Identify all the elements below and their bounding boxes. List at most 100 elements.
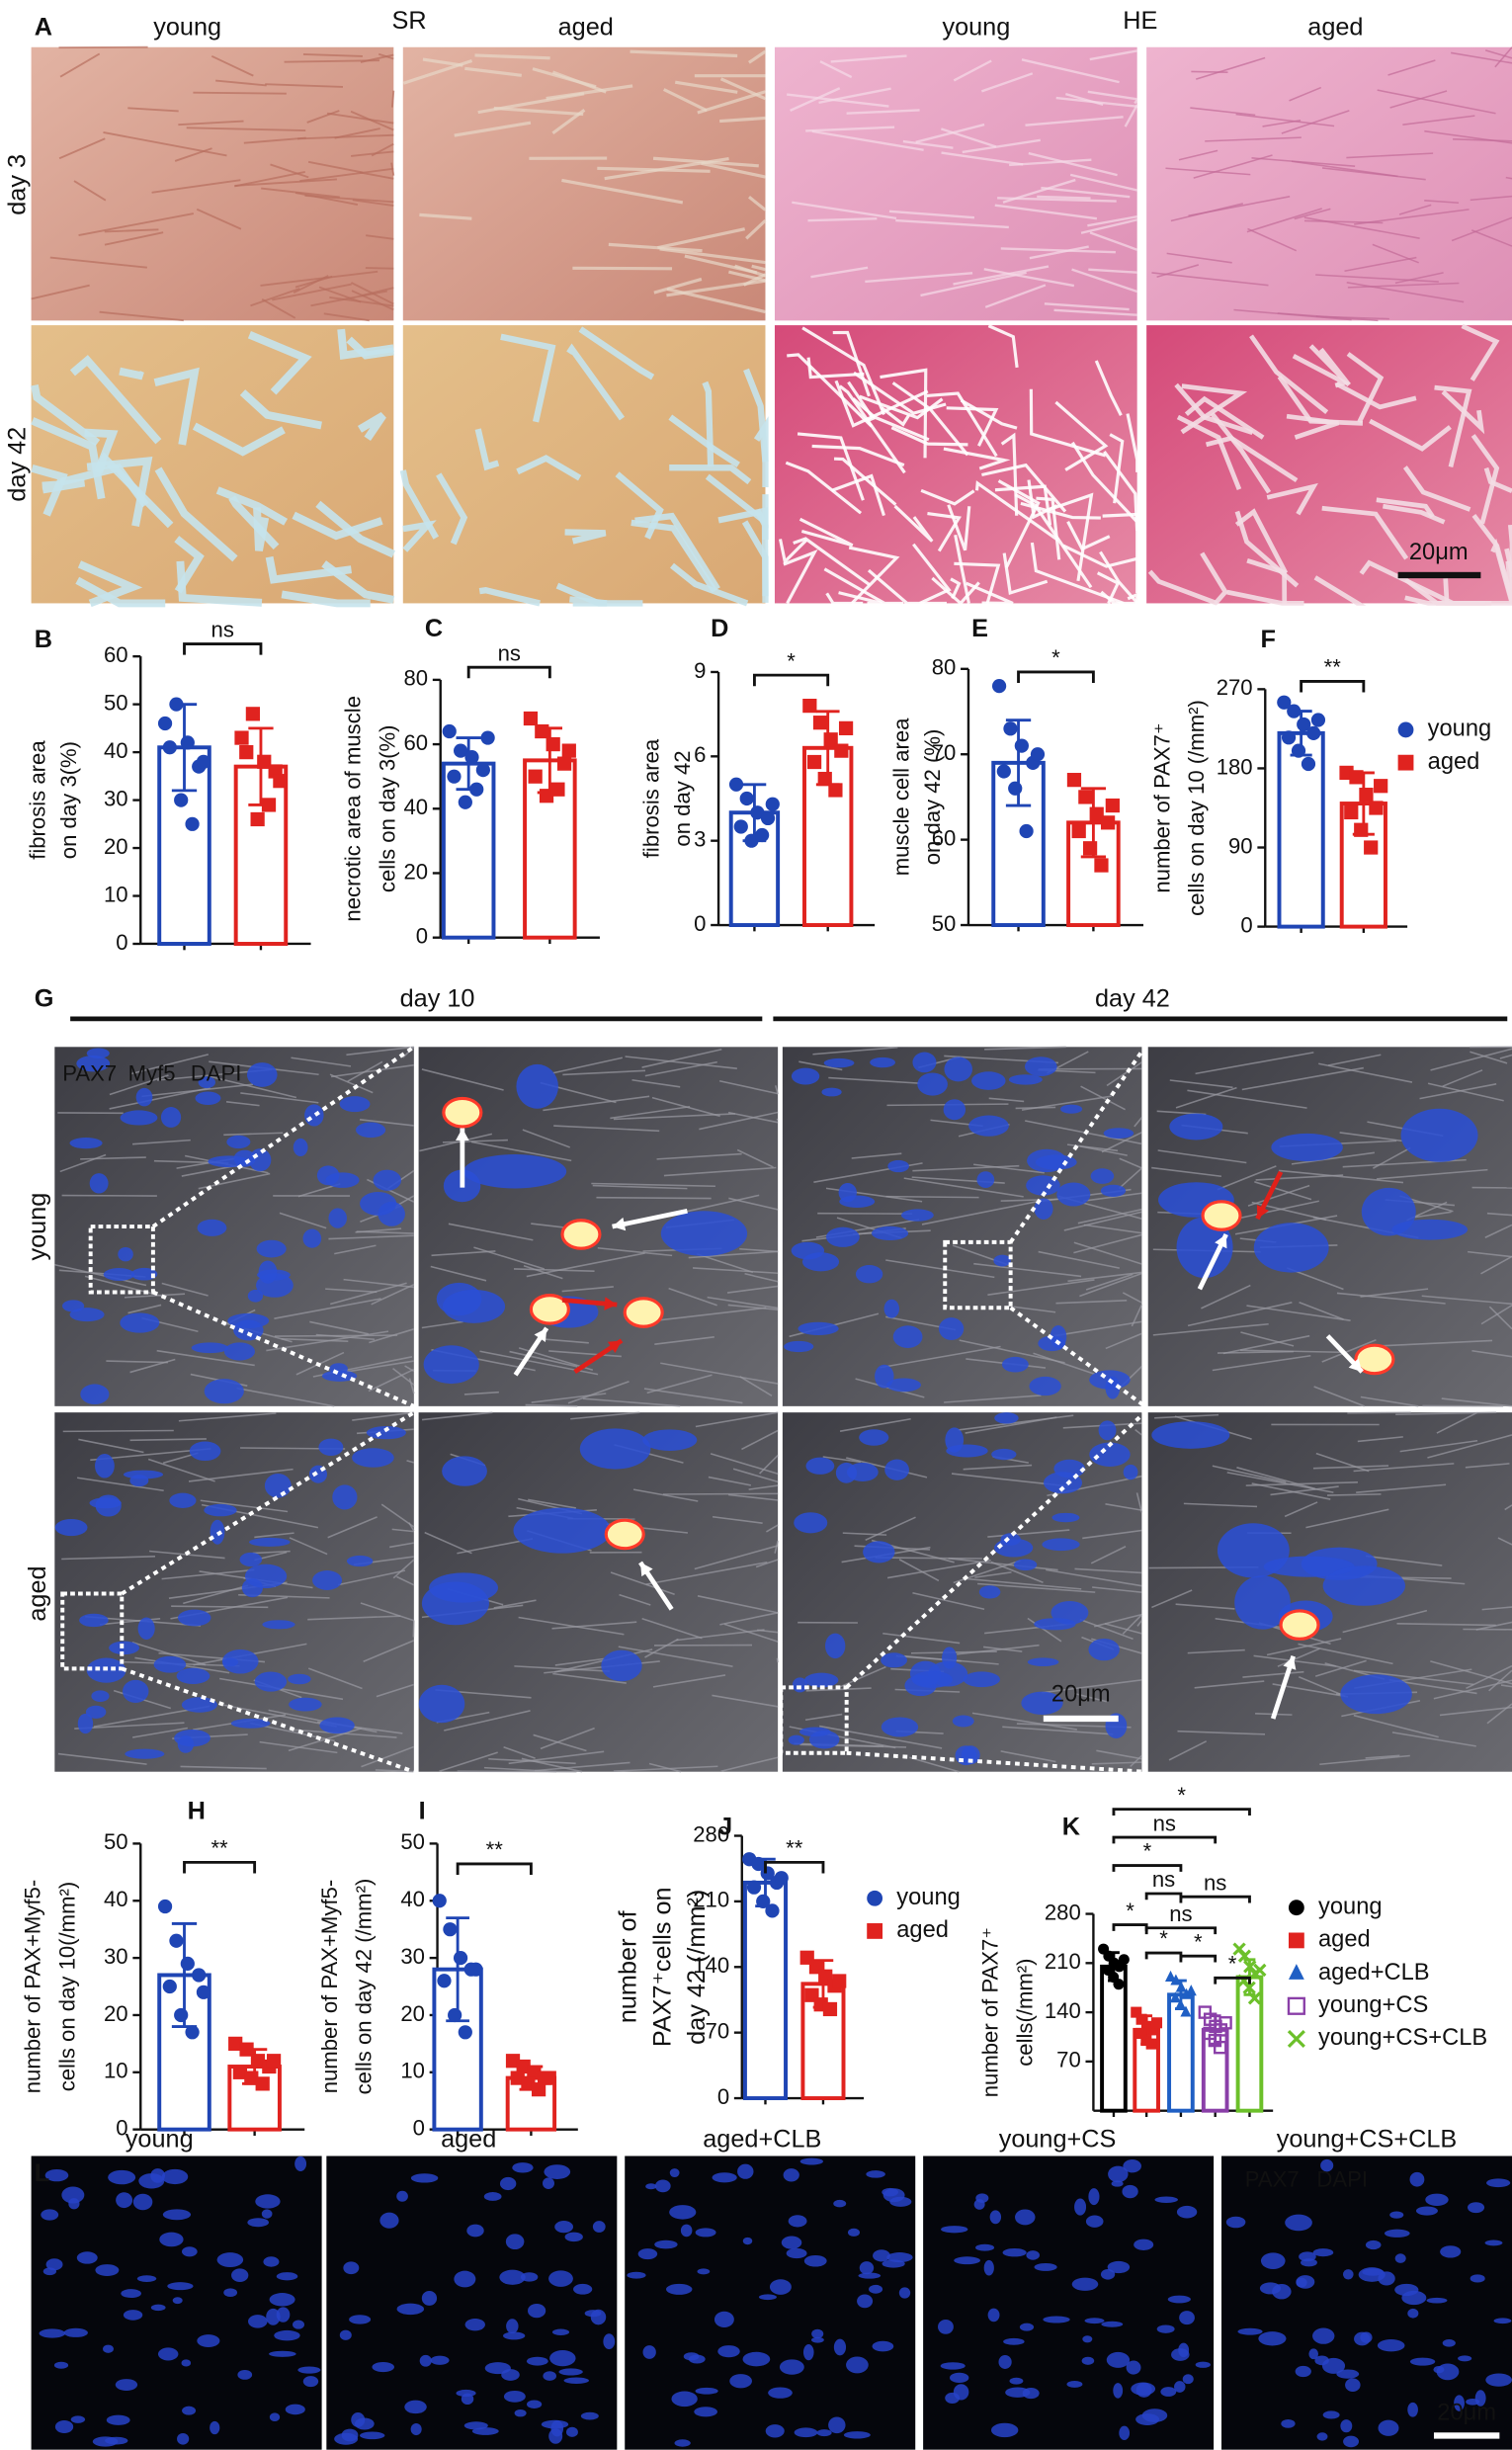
texture [1183, 1502, 1258, 1508]
texture [99, 310, 184, 322]
texture [1365, 1555, 1443, 1566]
nucleus [44, 2168, 69, 2182]
nucleus [1485, 2373, 1512, 2387]
texture [522, 1129, 570, 1148]
point [257, 754, 272, 769]
nucleus [870, 1056, 896, 1068]
texture [1357, 1436, 1403, 1443]
texture [1013, 1306, 1056, 1313]
nucleus [237, 2369, 253, 2380]
nucleus [695, 2228, 716, 2238]
y-tick-label: 70 [706, 2019, 730, 2044]
texture [1504, 548, 1512, 578]
texture [759, 1455, 779, 1475]
texture [80, 1156, 146, 1160]
texture [531, 1223, 567, 1229]
row-label: young [24, 1193, 51, 1261]
y-tick-label: 50 [932, 911, 957, 936]
texture [161, 1568, 255, 1580]
nucleus [1320, 2158, 1334, 2172]
nucleus [248, 2315, 268, 2328]
texture [921, 1200, 1041, 1225]
nucleus [1026, 2250, 1040, 2260]
overlay: A B C D E F G H I J K L SR HE young aged young aged day 3 d… [4, 7, 1508, 2439]
nucleus [1468, 2202, 1485, 2214]
texture [1079, 1618, 1134, 1641]
nucleus [543, 2177, 554, 2189]
nucleus [783, 2168, 799, 2182]
texture [1166, 252, 1232, 264]
point [1242, 1981, 1256, 1994]
texture [1327, 1493, 1382, 1496]
texture [130, 1054, 210, 1075]
nucleus [1027, 1657, 1059, 1667]
texture [1266, 1638, 1342, 1656]
texture [31, 284, 90, 300]
point [1253, 1963, 1267, 1978]
y-tick-label: 3 [694, 827, 706, 852]
y-tick-label: 60 [932, 825, 957, 850]
significance-label: * [1177, 1783, 1186, 1808]
texture [1180, 383, 1248, 435]
texture [1092, 1586, 1142, 1593]
texture [610, 1105, 691, 1120]
y-axis-label: on day 42 [670, 750, 695, 846]
zoom-box [88, 1225, 155, 1295]
texture [1291, 1151, 1375, 1165]
nucleus [1101, 2321, 1124, 2327]
y-tick-label: 0 [413, 2115, 425, 2140]
zoom-box [943, 1239, 1013, 1310]
nucleus [484, 2362, 511, 2375]
texture [1507, 524, 1512, 596]
texture [127, 107, 179, 113]
point [1281, 730, 1297, 745]
texture [798, 1060, 843, 1071]
significance-bracket [1179, 1954, 1218, 1963]
y-axis-label: cells(/mm²) [1012, 1958, 1037, 2066]
point [273, 774, 288, 789]
texture [1266, 482, 1318, 516]
texture [261, 297, 296, 319]
texture [1134, 1428, 1142, 1436]
nucleus [274, 2329, 300, 2341]
texture [1336, 1292, 1446, 1305]
nucleus [642, 2345, 656, 2359]
nucleus [976, 1171, 995, 1188]
point [1105, 798, 1120, 813]
texture [736, 1148, 774, 1168]
nucleus [1002, 2247, 1027, 2257]
nucleus [994, 1412, 1019, 1424]
point [261, 798, 277, 812]
texture [1187, 1302, 1293, 1327]
nucleus [505, 2234, 525, 2250]
point [245, 707, 261, 721]
nucleus [346, 1555, 374, 1567]
nucleus [197, 1219, 227, 1236]
texture [351, 290, 394, 311]
texture [720, 1756, 779, 1773]
y-tick-label: 9 [694, 658, 706, 683]
zoom-box [779, 1685, 849, 1755]
texture [1046, 1568, 1142, 1587]
texture [1347, 282, 1460, 289]
texture [615, 471, 664, 540]
texture [1270, 1485, 1339, 1496]
point [802, 699, 817, 714]
nucleus [548, 2428, 563, 2444]
texture [774, 1540, 779, 1554]
nucleus [993, 1254, 1011, 1267]
texture [686, 1194, 760, 1213]
legend-label: young [1318, 1894, 1383, 1919]
nucleus [1384, 2229, 1410, 2238]
texture [1061, 544, 1138, 568]
nucleus [892, 1325, 923, 1348]
texture [1356, 1483, 1447, 1493]
texture [1402, 115, 1475, 126]
texture [732, 1468, 779, 1483]
texture [493, 1599, 537, 1609]
texture [893, 504, 934, 543]
texture [1497, 1537, 1512, 1546]
nucleus [871, 1225, 909, 1241]
texture [1347, 1411, 1411, 1414]
nucleus [276, 2272, 298, 2281]
